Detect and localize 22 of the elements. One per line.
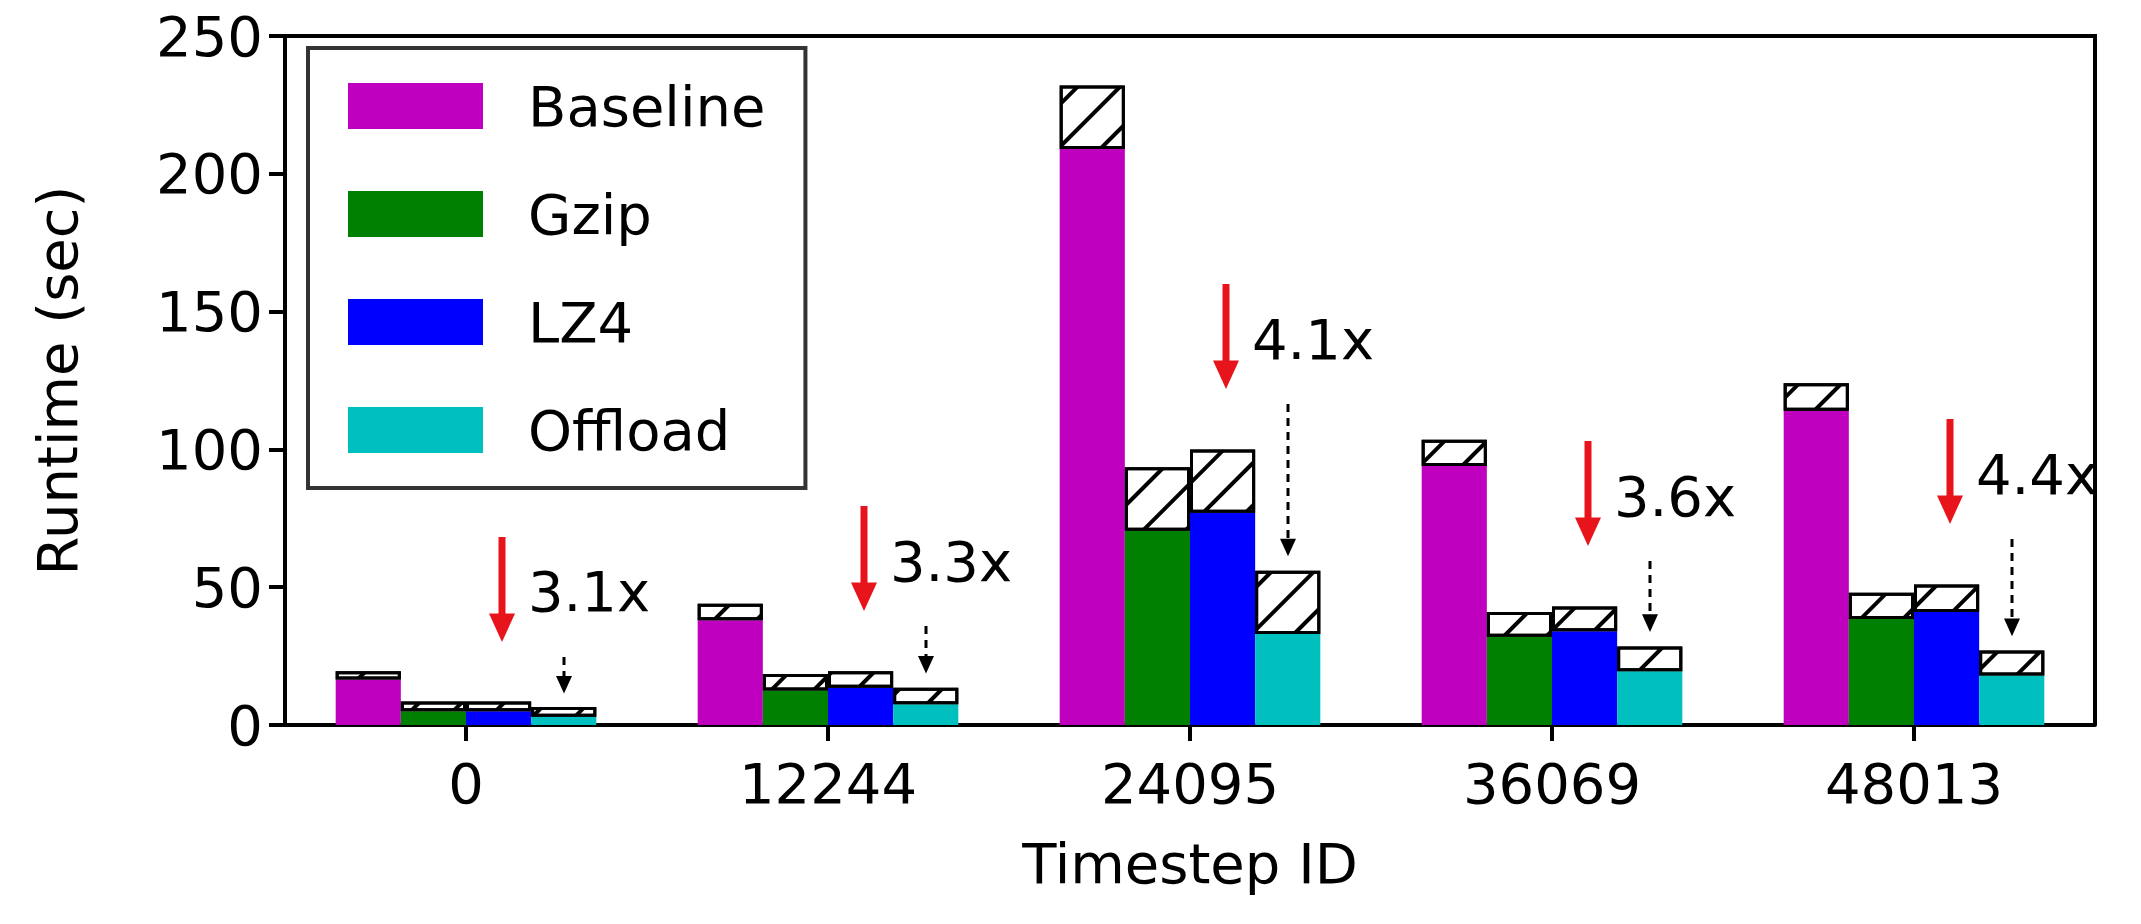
legend-label: Offload xyxy=(528,397,731,463)
y-tick-label: 250 xyxy=(156,3,263,69)
annotation: 4.1x xyxy=(1251,306,1375,372)
x-tick-label: 24095 xyxy=(1100,750,1280,816)
x-tick-label: 0 xyxy=(448,750,484,816)
y-tick-label: 0 xyxy=(227,692,263,758)
legend-label: LZ4 xyxy=(528,289,634,355)
y-axis-title: Runtime (sec) xyxy=(24,185,90,576)
annotation: 3.3x xyxy=(889,528,1013,594)
legend-label: Baseline xyxy=(528,73,766,139)
x-tick-label: 12244 xyxy=(738,750,918,816)
annotation: 4.4x xyxy=(1975,441,2099,507)
y-tick-label: 100 xyxy=(156,416,263,482)
y-tick-label: 200 xyxy=(156,141,263,207)
annotation: 3.1x xyxy=(527,559,651,625)
y-tick-label: 50 xyxy=(191,554,263,620)
x-tick-label: 48013 xyxy=(1824,750,2004,816)
x-tick-label: 36069 xyxy=(1462,750,1642,816)
annotation: 3.6x xyxy=(1613,463,1737,529)
legend-label: Gzip xyxy=(528,181,652,247)
x-axis-title: Timestep ID xyxy=(1021,830,1358,896)
y-tick-label: 150 xyxy=(156,279,263,345)
